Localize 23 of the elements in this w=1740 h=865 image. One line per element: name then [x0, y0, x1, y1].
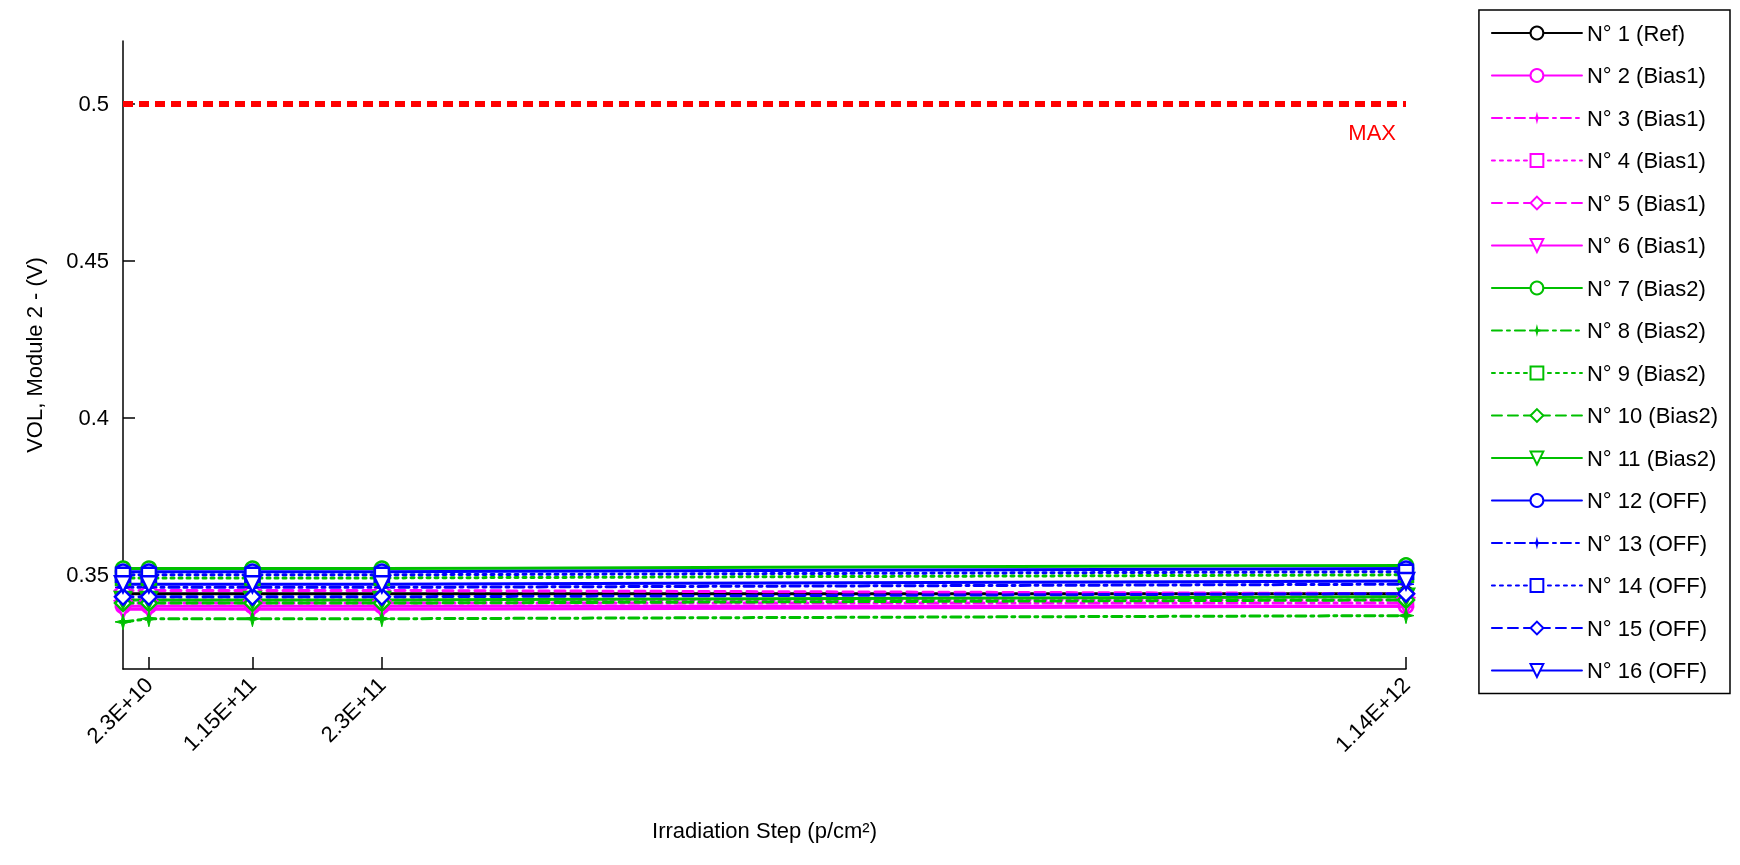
legend-label: N° 2 (Bias1)	[1586, 63, 1706, 88]
legend-label: N° 16 (OFF)	[1586, 658, 1707, 683]
legend-label: N° 1 (Ref)	[1586, 20, 1685, 46]
legend-label: N° 14 (OFF)	[1586, 573, 1707, 598]
y-tick-label: 0.45	[66, 248, 109, 274]
legend-label: N° 13 (OFF)	[1586, 530, 1707, 556]
legend-label: N° 11 (Bias2)	[1586, 445, 1717, 471]
legend-label: N° 6 (Bias1)	[1586, 233, 1706, 258]
legend-label: N° 3 (Bias1)	[1586, 105, 1706, 131]
legend-label: N° 9 (Bias2)	[1586, 360, 1706, 386]
y-tick-label: 0.4	[78, 405, 109, 431]
legend-label: N° 7 (Bias2)	[1586, 275, 1706, 301]
ref-line-label: MAX	[1348, 120, 1397, 146]
legend-label: N° 5 (Bias1)	[1586, 190, 1706, 216]
legend-label: N° 8 (Bias2)	[1586, 318, 1706, 343]
x-axis-title: Irradiation Step (p/cm²)	[652, 817, 877, 843]
y-axis-title: VOL, Module 2 - (V)	[21, 257, 47, 453]
legend-label: N° 10 (Bias2)	[1586, 403, 1719, 428]
legend-label: N° 15 (OFF)	[1586, 615, 1707, 641]
legend-label: N° 12 (OFF)	[1586, 488, 1707, 513]
legend-label: N° 4 (Bias1)	[1586, 148, 1706, 173]
y-tick-label: 0.5	[78, 91, 109, 117]
y-tick-label: 0.35	[66, 562, 109, 588]
